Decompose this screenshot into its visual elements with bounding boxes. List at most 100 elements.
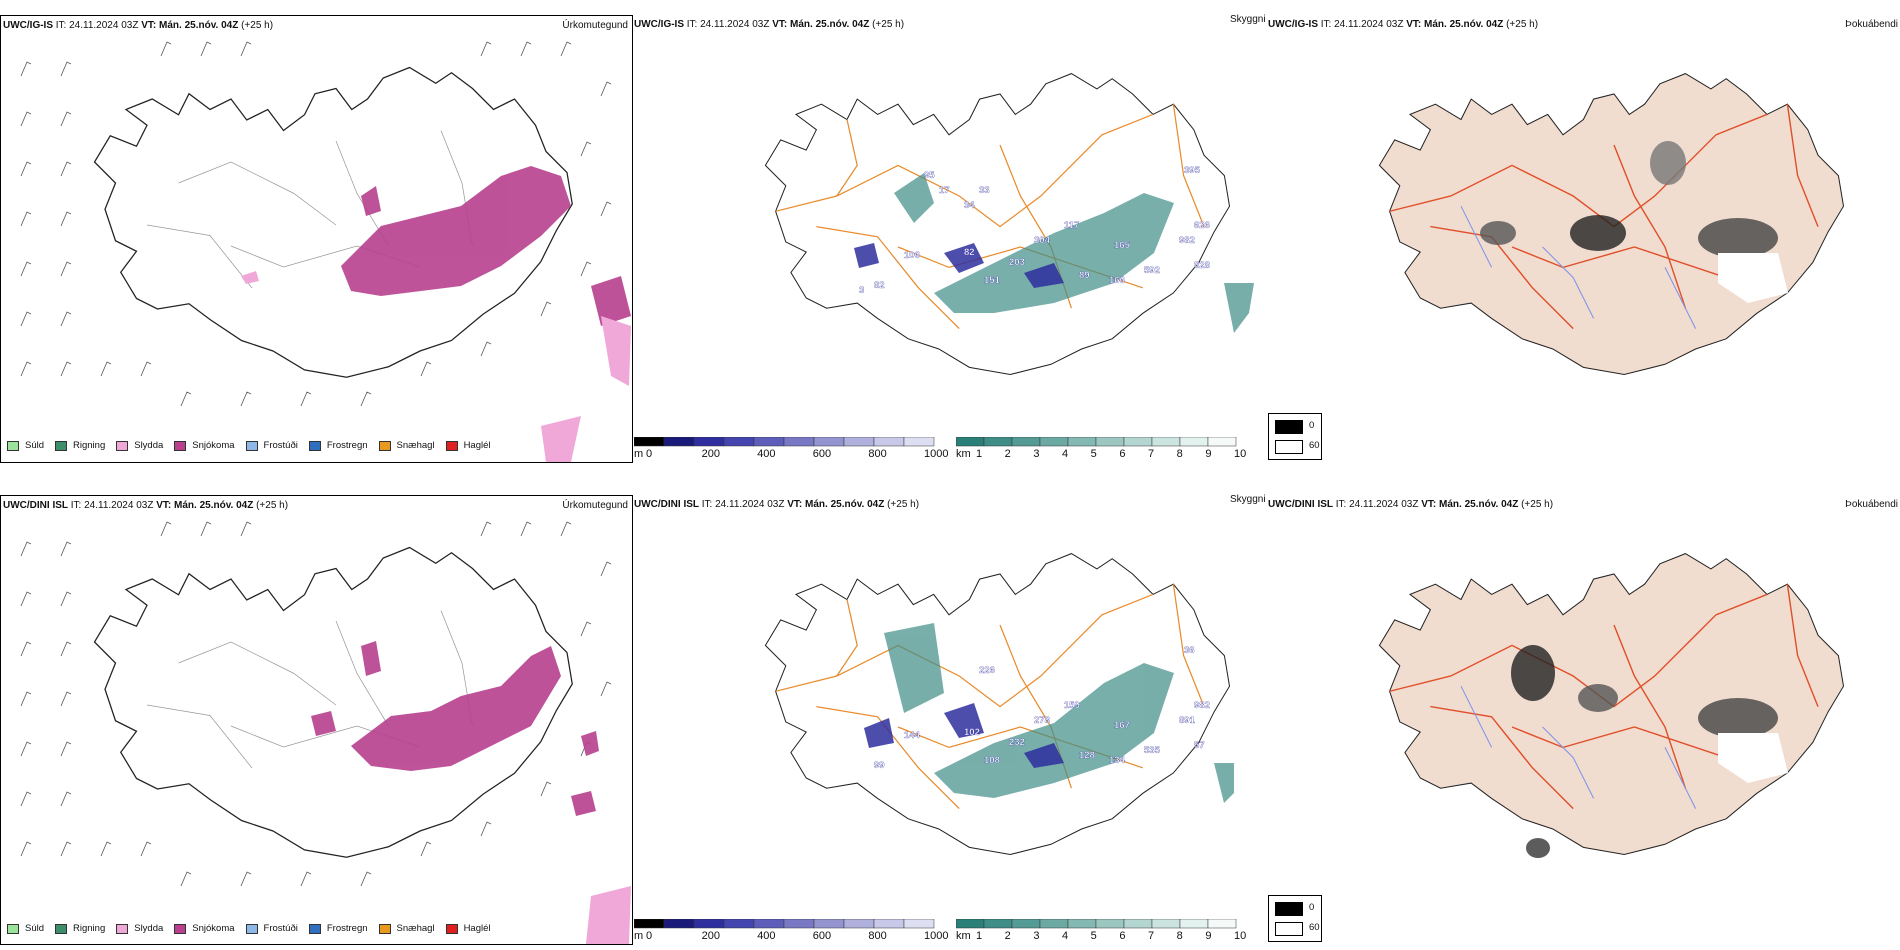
colorbar-tick-label: 2 — [1004, 448, 1011, 460]
wind-barbs — [20, 41, 612, 407]
ceiling-value-label: 95 — [924, 170, 935, 181]
fog-legend: 0 60 — [1268, 413, 1322, 460]
vt-label: VT: — [156, 500, 172, 511]
legend-item: Frostregn — [308, 440, 368, 451]
vt-label: VT: — [1421, 499, 1437, 510]
legend-swatch — [308, 923, 321, 934]
colorbar-tick-label: 800 — [868, 930, 887, 942]
colorbar-segment — [956, 437, 985, 447]
legend-label: Snjókoma — [192, 923, 235, 934]
colorbar-tick-label: 10 — [1234, 930, 1247, 942]
colorbar-tick-label: 600 — [812, 930, 832, 942]
colorbar-tick-label: 0 — [646, 448, 653, 460]
ceiling-value-label: 33 — [979, 185, 990, 196]
legend-item: Haglél — [445, 923, 491, 934]
colorbar-segment — [1207, 437, 1237, 447]
legend-item: Slydda — [116, 923, 163, 934]
valid-time: Mán. 25.nóv. 04Z — [1424, 19, 1504, 30]
ceiling-value-label: 82 — [964, 247, 975, 258]
colorbar-tick-label: 400 — [757, 930, 776, 942]
sleet-area — [241, 271, 631, 462]
header-title: UWC/DINI ISL IT: 24.11.2024 03Z VT: Mán.… — [3, 500, 288, 511]
colorbar-tick-label: 200 — [701, 930, 720, 942]
ceiling-value-label: 535 — [1144, 745, 1161, 756]
snow-area — [311, 641, 599, 816]
precip-panel-top: UWC/IG-IS IT: 24.11.2024 03Z VT: Mán. 25… — [0, 15, 633, 463]
colorbar-segment — [1207, 919, 1237, 929]
legend-item: Súld — [7, 440, 44, 451]
lead-time: (+25 h) — [1506, 19, 1539, 30]
it-label: IT: — [701, 499, 713, 510]
colorbar-segment — [693, 437, 725, 447]
fog-low-swatch — [1275, 440, 1303, 454]
lead-time: (+25 h) — [256, 500, 289, 511]
ceiling-value-label: 36 — [1184, 645, 1195, 656]
vt-label: VT: — [141, 20, 157, 31]
ceiling-colorbar: m 0 200 400 600 800 1000 — [634, 919, 948, 947]
precip-legend: Súld Rigning Slydda Snjókoma Frostúði Frostre… — [7, 440, 502, 451]
precip-map-bottom — [20, 521, 631, 944]
colorbar-segment — [663, 437, 695, 447]
legend-swatch — [378, 440, 391, 451]
vt-label: VT: — [787, 499, 803, 510]
ceiling-value-label: 828 — [1194, 260, 1210, 271]
colorbar-segment — [983, 437, 1013, 447]
ceiling-colorbar: m 0 200 400 600 800 1000 — [634, 437, 948, 465]
colorbar-segment — [663, 919, 695, 929]
legend-swatch — [245, 440, 258, 451]
legend-label: Haglél — [463, 923, 491, 934]
colorbar-segment — [753, 437, 785, 447]
ceiling-value-label: 167 — [1114, 720, 1130, 731]
visibility-colorbar: km 1 2 3 4 5 6 7 8 9 10 — [956, 437, 1246, 465]
legend-label: Frostúði — [263, 923, 298, 934]
colorbar-segment — [634, 437, 665, 447]
ceiling-unit: m — [634, 448, 644, 460]
fog-high-swatch — [1275, 902, 1303, 916]
colorbar-segment — [753, 919, 785, 929]
vt-label: VT: — [1406, 19, 1422, 30]
ceiling-panel-bottom: UWC/DINI ISL IT: 24.11.2024 03Z VT: Mán.… — [634, 494, 1266, 947]
ceiling-value-label: 982 — [1179, 235, 1195, 246]
fog-low-swatch — [1275, 922, 1303, 936]
header-title: UWC/IG-IS IT: 24.11.2024 03Z VT: Mán. 25… — [1268, 19, 1538, 30]
colorbar-tick-label: 800 — [868, 448, 887, 460]
colorbar-segment — [1151, 919, 1181, 929]
legend-label: Snjókoma — [192, 440, 235, 451]
colorbar-tick-label: 6 — [1119, 930, 1126, 942]
ceiling-value-label: 3 — [859, 285, 864, 296]
fog-legend: 0 60 — [1268, 895, 1322, 942]
visibility-area — [884, 623, 1234, 803]
colorbar-segment — [1151, 437, 1181, 447]
colorbar-segment — [873, 919, 905, 929]
legend-item: Haglél — [445, 440, 491, 451]
colorbar-tick-label: 6 — [1119, 448, 1126, 460]
colorbar-segment — [1039, 919, 1069, 929]
ceiling-area — [864, 703, 1064, 768]
it-label: IT: — [55, 20, 67, 31]
legend-swatch — [445, 923, 458, 934]
ceiling-value-label: 982 — [1194, 700, 1210, 711]
ceiling-value-label: 159 — [1064, 700, 1080, 711]
legend-swatch — [55, 440, 68, 451]
legend-swatch — [378, 923, 391, 934]
fog-panel-top: UWC/IG-IS IT: 24.11.2024 03Z VT: Mán. 25… — [1268, 15, 1900, 463]
visibility-unit: km — [956, 448, 971, 460]
header-title: UWC/DINI ISL IT: 24.11.2024 03Z VT: Mán.… — [1268, 499, 1553, 510]
ceiling-panel-top: UWC/IG-IS IT: 24.11.2024 03Z VT: Mán. 25… — [634, 14, 1266, 465]
visibility-title: Skyggni — [1230, 14, 1266, 25]
legend-swatch — [7, 440, 19, 451]
fog-index-title: Þokuábendi — [1845, 19, 1898, 30]
it-label: IT: — [1320, 19, 1332, 30]
colorbar-tick-label: 1 — [976, 930, 983, 942]
colorbar-segment — [1179, 919, 1209, 929]
fog-low-label: 60 — [1309, 922, 1320, 933]
legend-label: Rigning — [73, 440, 106, 451]
header-title: UWC/DINI ISL IT: 24.11.2024 03Z VT: Mán.… — [634, 499, 919, 510]
colorbar-tick-label: 2 — [1004, 930, 1011, 942]
colorbar-segment — [983, 919, 1013, 929]
model-name: UWC/IG-IS — [3, 20, 53, 31]
ceiling-value-label: 203 — [1009, 257, 1025, 268]
legend-label: Frostúði — [263, 440, 298, 451]
ceiling-map-bottom: 99 144 102 108 232 278 159 128 134 167 535 891 982 57… — [764, 553, 1234, 856]
visibility-unit: km — [956, 930, 971, 942]
